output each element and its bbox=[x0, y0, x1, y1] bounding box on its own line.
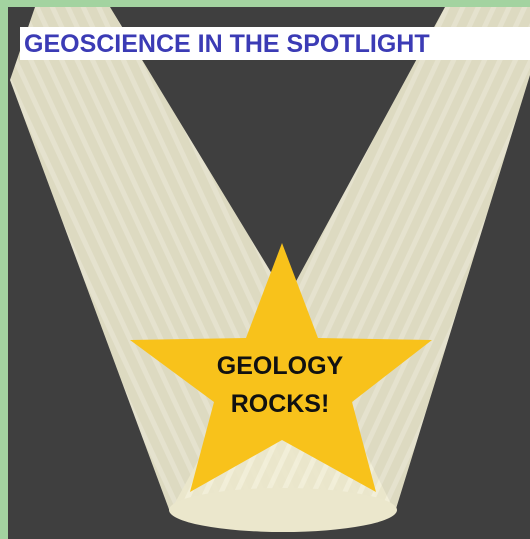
title: GEOSCIENCE IN THE SPOTLIGHT bbox=[24, 30, 430, 58]
spotlight-pool bbox=[169, 488, 397, 532]
star-text: GEOLOGY bbox=[217, 352, 344, 380]
poster: GEOSCIENCE IN THE SPOTLIGHT GEOLOGY ROCK… bbox=[0, 0, 530, 539]
star-text: ROCKS! bbox=[231, 390, 330, 418]
